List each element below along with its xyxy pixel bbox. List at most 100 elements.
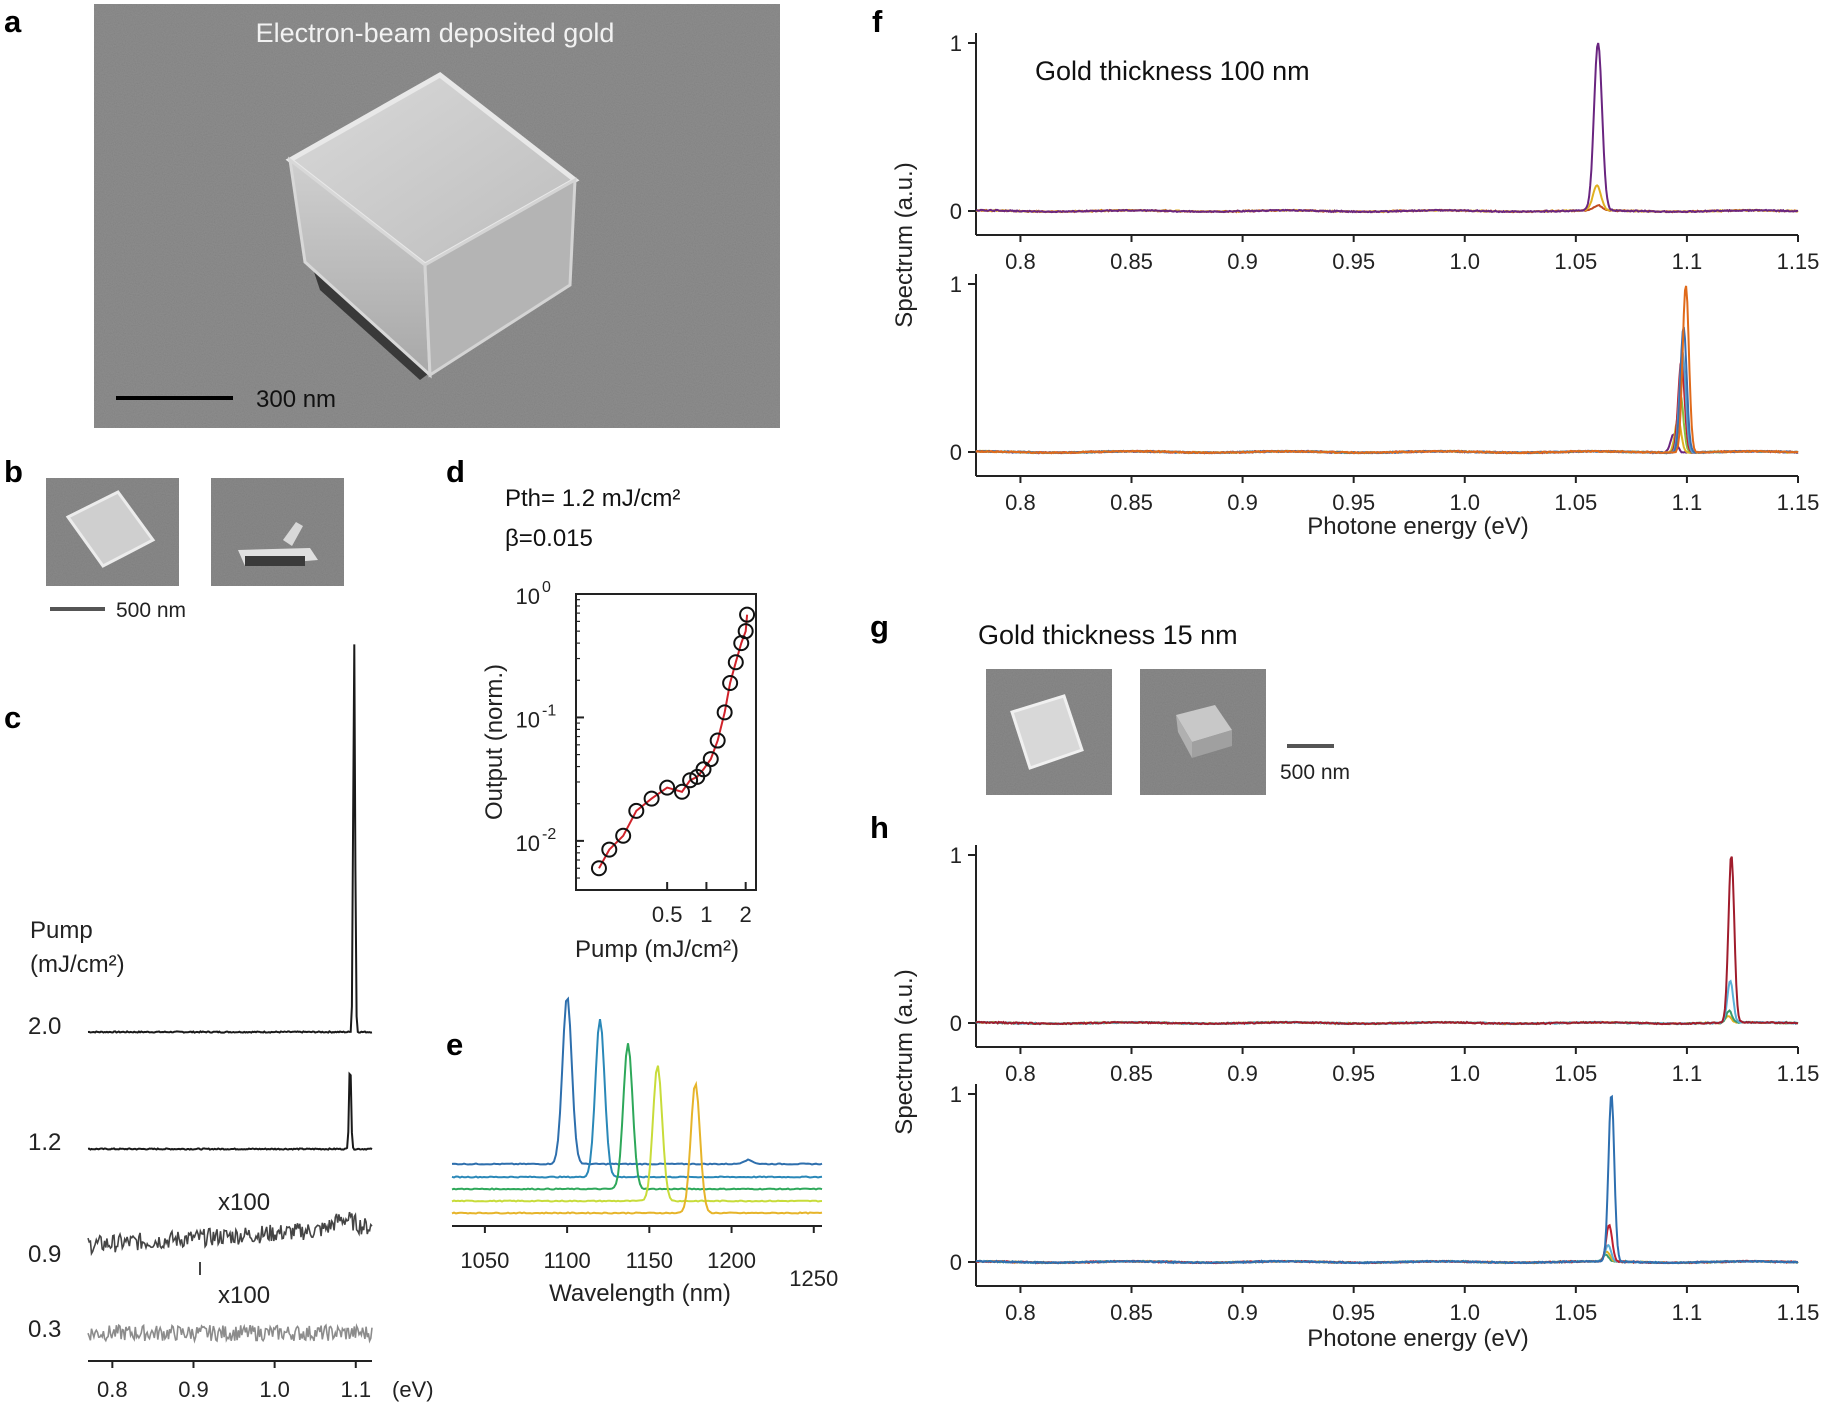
h-top-x-tick-label: 1.1 — [1672, 1061, 1703, 1086]
d-x-tick-label: 0.5 — [652, 902, 683, 927]
h-top-x-tick-label: 1.15 — [1777, 1061, 1820, 1086]
panel-c-letter: c — [4, 700, 21, 735]
d-y-tick-label: 10 — [516, 831, 540, 856]
d-point — [601, 841, 618, 858]
c-x-tick-label: 0.9 — [178, 1377, 209, 1402]
d-point — [659, 779, 676, 796]
h-top-x-tick-label: 1.05 — [1554, 1061, 1597, 1086]
f-bottom-x-tick-label: 1.15 — [1777, 490, 1820, 515]
f-top-y-tick-label: 1 — [950, 31, 962, 56]
h-bottom-x-tick-label: 1.05 — [1554, 1300, 1597, 1325]
panel-d-letter: d — [446, 454, 465, 489]
cube-b1 — [65, 490, 156, 568]
pump-level-0-3: 0.3 — [28, 1316, 61, 1343]
h-bottom-x-tick-label: 0.9 — [1227, 1300, 1258, 1325]
e-x-ticks: 1050 1100 1150 1200 1250 — [460, 1226, 838, 1291]
panel-c: c Pump (mJ/cm²) 2.0 1.2 0.9 0.3 x100 x10… — [4, 644, 434, 1402]
d-data-points — [590, 606, 756, 877]
f-bottom-x-tick-label: 1.1 — [1672, 490, 1703, 515]
d-point — [709, 732, 726, 749]
d-point — [628, 802, 645, 819]
d-plot-frame — [575, 593, 757, 891]
d-point — [590, 860, 607, 877]
c-x-tick-label: 1.1 — [340, 1377, 371, 1402]
h-top-y-tick-label: 0 — [950, 1011, 962, 1036]
d-y-label: Output (norm.) — [481, 664, 508, 820]
f-top-x-tick-label: 1.0 — [1449, 249, 1480, 274]
pump-level-0-9: 0.9 — [28, 1241, 61, 1268]
d-fit-curve — [598, 614, 749, 869]
h-bottom-y-tick-label: 0 — [950, 1250, 962, 1275]
f-bottom-y-tick-label: 1 — [950, 272, 962, 297]
pump-level-1-2: 1.2 — [28, 1129, 61, 1156]
h-top-series-s1 — [975, 856, 1799, 1026]
c-x-unit: (eV) — [392, 1377, 434, 1402]
pump-level-2-0: 2.0 — [28, 1013, 61, 1040]
cube-right-face — [423, 177, 577, 378]
sem-texture-b2 — [211, 478, 344, 586]
f-top-x-tick-label: 0.9 — [1227, 249, 1258, 274]
f-bottom-series-s4 — [975, 360, 1799, 455]
scale-label-g: 500 nm — [1280, 761, 1350, 784]
h-bottom-x-tick-label: 1.0 — [1449, 1300, 1480, 1325]
h-bottom-y-tick-label: 1 — [950, 1082, 962, 1107]
e-x-tick-label: 1050 — [460, 1248, 509, 1273]
f-bottom-x-tick-label: 0.85 — [1110, 490, 1153, 515]
f-bottom-plot: 1 0 0.8 0.85 0.9 0.95 1.0 1.05 1.1 1.15 — [950, 272, 1820, 515]
cube-g1 — [1010, 694, 1084, 770]
h-bottom-series-s3 — [975, 1244, 1799, 1265]
d-point — [716, 704, 733, 721]
pump-title-line1: Pump — [30, 917, 93, 944]
d-x-tick-label: 1 — [700, 902, 712, 927]
h-top-x-tick-label: 0.8 — [1005, 1061, 1036, 1086]
f-top-plot: 1 0 0.8 0.85 0.9 0.95 1.0 1.05 1.1 1.15 — [950, 31, 1820, 274]
d-y-tick-exp: -2 — [542, 826, 556, 843]
d-fit-line — [598, 614, 749, 869]
cube-g2-side — [1176, 715, 1192, 758]
cube-b2-shadow — [245, 556, 305, 566]
panel-e-letter: e — [446, 1027, 463, 1062]
f-top-x-tick-label: 1.15 — [1777, 249, 1820, 274]
e-trace-1178 — [451, 1080, 823, 1215]
d-y-tick-exp: 0 — [542, 579, 551, 596]
h-top-y-tick-label: 1 — [950, 843, 962, 868]
panel-f-letter: f — [872, 4, 883, 39]
cube-g2-top — [1176, 705, 1232, 742]
f-bottom-series-s1 — [975, 285, 1799, 455]
c-x-tick-label: 1.0 — [259, 1377, 290, 1402]
f-top-x-tick-label: 0.85 — [1110, 249, 1153, 274]
e-x-tick-label: 1200 — [707, 1248, 756, 1273]
d-point — [643, 790, 660, 807]
pump-title-line2: (mJ/cm²) — [30, 951, 125, 978]
h-bottom-series-s1 — [975, 1094, 1799, 1265]
panel-h-letter: h — [870, 810, 889, 845]
c-x-ticks: 0.8 0.9 1.0 1.1 — [97, 1361, 371, 1402]
h-bottom-x-tick-label: 1.1 — [1672, 1300, 1703, 1325]
mult-label-1: x100 — [218, 1189, 270, 1216]
c-trace-1-2 — [87, 1071, 373, 1151]
h-bottom-x-tick-label: 1.15 — [1777, 1300, 1820, 1325]
f-bottom-x-tick-label: 0.95 — [1332, 490, 1375, 515]
d-x-label: Pump (mJ/cm²) — [575, 936, 739, 963]
f-top-x-tick-label: 0.95 — [1332, 249, 1375, 274]
d-y-tick-exp: -1 — [542, 702, 556, 719]
f-top-series-lower — [975, 184, 1799, 214]
h-top-x-tick-label: 0.9 — [1227, 1061, 1258, 1086]
h-bottom-x-tick-label: 0.95 — [1332, 1300, 1375, 1325]
h-top-x-tick-label: 0.85 — [1110, 1061, 1153, 1086]
d-x-ticks: 0.5 1 2 — [652, 882, 752, 927]
panel-e: e 1050 1100 1150 1200 1250 Wavelength (nm) — [446, 996, 838, 1307]
panel-a: a Electron-beam deposited gold 300 nm — [4, 4, 780, 428]
e-trace-1120 — [451, 1018, 823, 1179]
h-top-plot: 1 0 0.8 0.85 0.9 0.95 1.0 1.05 1.1 1.15 — [950, 843, 1820, 1086]
h-bottom-plot: 1 0 0.8 0.85 0.9 0.95 1.0 1.05 1.1 1.15 — [950, 1082, 1820, 1325]
e-x-tick-label: 1150 — [626, 1248, 673, 1273]
f-bottom-x-tick-label: 0.8 — [1005, 490, 1036, 515]
f-top-series-main — [975, 42, 1799, 214]
d-point — [615, 827, 632, 844]
c-trace-0-9 — [87, 1211, 373, 1257]
d-x-tick-label: 2 — [740, 902, 752, 927]
panel-g-letter: g — [870, 609, 889, 644]
h-x-label: Photone energy (eV) — [1307, 1325, 1528, 1352]
